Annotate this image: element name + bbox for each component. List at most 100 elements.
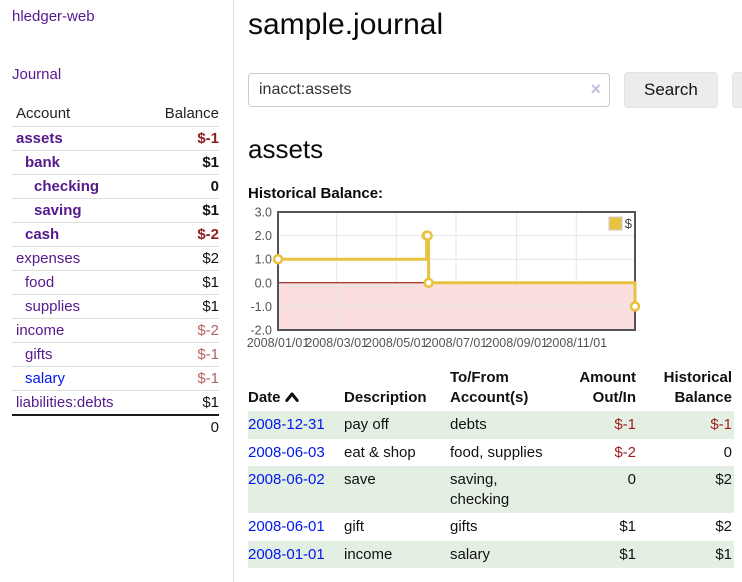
transaction-amount: 0: [627, 471, 636, 488]
account-link[interactable]: gifts: [25, 346, 53, 363]
account-link[interactable]: bank: [25, 154, 61, 171]
account-link[interactable]: supplies: [25, 298, 81, 315]
account-row: food $1: [12, 270, 219, 295]
account-balance: $1: [202, 202, 219, 219]
svg-text:2.0: 2.0: [255, 229, 272, 243]
help-button[interactable]: ?: [731, 72, 742, 108]
account-row: bank $1: [12, 150, 219, 175]
transaction-balance: 0: [723, 443, 732, 461]
account-balance: $-1: [197, 370, 219, 387]
accounts-table-body: assets $-1 bank $1 checking 0 saving $1 cash $-2 e…: [12, 126, 219, 416]
account-row: checking 0: [12, 174, 219, 199]
sort-ascending-icon: [284, 392, 299, 402]
transaction-balance: $1: [715, 545, 732, 563]
accounts-total-spacer: [12, 415, 144, 439]
account-balance: $1: [202, 154, 219, 171]
transaction-description: save: [344, 471, 376, 488]
transaction-row: 2008-12-31 pay off debts $-1 $-1: [248, 411, 734, 439]
historical-balance-chart: $3.0 2.0 1.0 0.0 -1.0 -2.02008/01/012008/03/0…: [247, 206, 641, 350]
transaction-accounts: salary: [450, 545, 491, 563]
register-table: Date Description To/From Account(s) Amou…: [248, 366, 734, 568]
svg-text:2008/09/01: 2008/09/01: [485, 336, 548, 350]
transaction-accounts: food, supplies: [450, 443, 543, 461]
account-row: salary $-1: [12, 366, 219, 391]
clear-search-icon[interactable]: ×: [590, 79, 601, 99]
account-row: cash $-2: [12, 222, 219, 247]
svg-text:2008/05/01: 2008/05/01: [365, 336, 428, 350]
transaction-amount: $-2: [614, 443, 636, 461]
transaction-row: 2008-06-01 gift gifts $1 $2: [248, 513, 734, 541]
account-row: supplies $1: [12, 294, 219, 319]
column-header-date[interactable]: Date: [248, 366, 344, 411]
accounts-header-balance: Balance: [164, 105, 219, 122]
account-balance: $-2: [197, 322, 219, 339]
transaction-date-link[interactable]: 2008-12-31: [248, 416, 325, 433]
svg-text:-2.0: -2.0: [250, 324, 272, 338]
account-balance: $1: [202, 274, 219, 291]
main-content: sample.journal × Search ? assets Histori…: [234, 0, 742, 582]
transaction-description: income: [344, 545, 393, 563]
account-balance: 0: [210, 178, 219, 195]
svg-text:-1.0: -1.0: [250, 300, 272, 314]
account-link[interactable]: food: [25, 274, 55, 291]
transaction-accounts: saving, checking: [450, 471, 510, 508]
svg-text:2008/07/01: 2008/07/01: [425, 336, 488, 350]
journal-link[interactable]: Journal: [12, 66, 62, 83]
search-box: ×: [248, 73, 610, 107]
svg-text:$: $: [625, 216, 633, 231]
transaction-amount: $1: [619, 545, 636, 563]
transaction-balance: $2: [715, 471, 732, 488]
transaction-date-link[interactable]: 2008-06-02: [248, 471, 325, 488]
account-balance: $2: [202, 250, 219, 267]
accounts-header-row: Account Balance: [12, 102, 219, 127]
search-button[interactable]: Search: [624, 72, 718, 108]
accounts-total-row: 0: [12, 415, 219, 439]
transaction-date-link[interactable]: 2008-01-01: [248, 545, 325, 563]
transaction-row: 2008-06-02 save saving, checking 0 $2: [248, 466, 734, 513]
account-row: income $-2: [12, 318, 219, 343]
sidebar-item-journal: Journal: [12, 66, 219, 84]
column-header-accounts: To/From Account(s): [450, 369, 529, 406]
transaction-balance: $2: [715, 518, 732, 535]
app-title: hledger-web: [12, 8, 219, 26]
accounts-table: Account Balance assets $-1 bank $1 checking 0…: [12, 102, 219, 439]
account-balance: $1: [202, 298, 219, 315]
svg-text:3.0: 3.0: [255, 206, 272, 220]
transaction-row: 2008-01-01 income salary $1 $1: [248, 540, 734, 568]
column-header-balance: Historical Balance: [663, 369, 732, 406]
account-balance: $-1: [197, 346, 219, 363]
transaction-description: pay off: [344, 416, 389, 433]
account-link[interactable]: saving: [34, 202, 82, 219]
sidebar: hledger-web Journal Account Balance asse…: [0, 0, 234, 582]
account-row: saving $1: [12, 198, 219, 223]
transaction-accounts: debts: [450, 416, 487, 433]
account-balance: $1: [202, 394, 219, 411]
transaction-description: gift: [344, 518, 365, 535]
transaction-date-link[interactable]: 2008-06-03: [248, 443, 325, 461]
transaction-balance: $-1: [710, 416, 732, 433]
account-link[interactable]: income: [16, 322, 65, 339]
transaction-description: eat & shop: [344, 443, 416, 461]
account-link[interactable]: expenses: [16, 250, 81, 267]
transaction-date-link[interactable]: 2008-06-01: [248, 518, 325, 535]
column-header-description: Description: [344, 388, 427, 406]
account-link[interactable]: checking: [34, 178, 100, 195]
account-row: gifts $-1: [12, 342, 219, 367]
register-header-row: Date Description To/From Account(s) Amou…: [248, 366, 734, 411]
svg-text:2008/01/01: 2008/01/01: [247, 336, 310, 350]
account-link[interactable]: salary: [25, 370, 66, 387]
account-row: liabilities:debts $1: [12, 390, 219, 416]
column-header-amount: Amount Out/In: [579, 369, 636, 406]
account-link[interactable]: cash: [25, 226, 60, 243]
search-input[interactable]: [248, 73, 610, 107]
account-link[interactable]: assets: [16, 130, 63, 147]
accounts-total-value: 0: [210, 419, 219, 436]
svg-text:2008/11/01: 2008/11/01: [545, 336, 607, 350]
account-heading: assets: [248, 134, 324, 164]
svg-text:2008/03/01: 2008/03/01: [305, 336, 368, 350]
chart-title: Historical Balance:: [248, 185, 384, 202]
app-title-link[interactable]: hledger-web: [12, 8, 95, 25]
accounts-header-account: Account: [16, 105, 71, 122]
account-link[interactable]: liabilities:debts: [16, 394, 114, 411]
